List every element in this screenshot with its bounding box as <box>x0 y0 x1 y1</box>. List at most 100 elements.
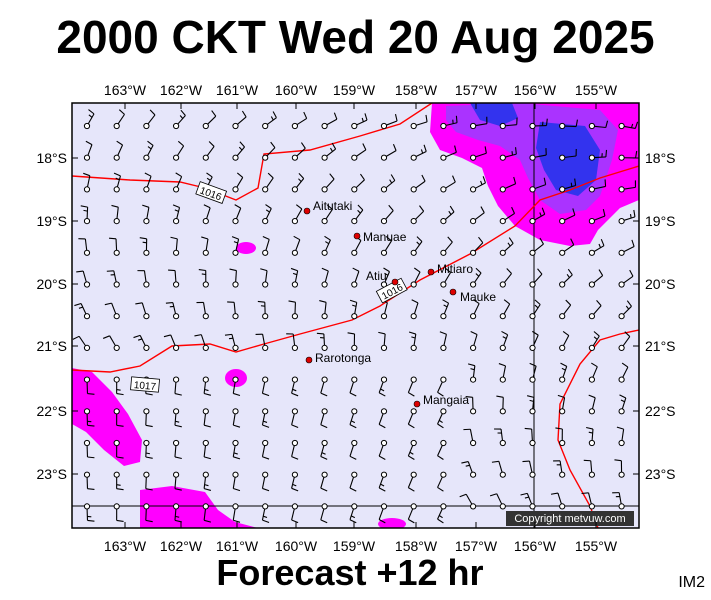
wind-barb <box>440 115 458 130</box>
wind-barb <box>459 493 477 510</box>
lon-label-top: 162°W <box>160 82 203 98</box>
wind-barb <box>170 236 180 256</box>
wind-barb <box>261 376 270 397</box>
wind-barb <box>410 267 421 288</box>
wind-barb <box>224 333 239 351</box>
wind-barb <box>349 503 358 524</box>
wind-barb <box>102 335 120 351</box>
wind-barb <box>320 408 328 429</box>
wind-barb <box>83 439 95 459</box>
wind-barb <box>261 471 270 492</box>
wind-barb <box>410 236 423 256</box>
wind-barb <box>113 376 124 396</box>
wind-barb <box>104 302 120 320</box>
wind-barb <box>618 239 635 256</box>
wind-barb <box>232 204 242 225</box>
wind-barb <box>351 204 364 225</box>
lon-label-top: 157°W <box>455 82 498 98</box>
wind-barb <box>113 471 124 491</box>
wind-barb <box>113 503 124 522</box>
lon-label-top: 160°W <box>275 82 318 98</box>
lat-label-right: 22°S <box>645 403 676 419</box>
wind-barb <box>143 140 154 161</box>
wind-barb <box>173 140 185 161</box>
wind-barb <box>351 143 367 161</box>
wind-barb <box>588 394 596 415</box>
wind-barb <box>588 299 602 320</box>
wind-barb <box>489 493 506 510</box>
rain-area-northeast-heavy-2 <box>536 122 600 196</box>
lon-label-bottom: 161°W <box>216 538 259 554</box>
wind-barb <box>165 302 180 320</box>
wind-barb <box>320 503 328 524</box>
wind-barb <box>410 114 428 130</box>
wind-barb <box>586 426 596 447</box>
wind-barb <box>499 299 511 320</box>
wind-barb <box>461 461 477 478</box>
wind-barb <box>142 204 150 225</box>
lon-label-bottom: 155°W <box>575 538 618 554</box>
wind-barb <box>83 172 91 193</box>
wind-barb <box>262 172 274 193</box>
wind-barb <box>262 141 276 161</box>
wind-barb <box>491 460 506 478</box>
wind-barb <box>380 114 398 130</box>
wind-barb <box>470 116 488 130</box>
wind-barb <box>261 439 270 460</box>
wind-barb <box>440 299 450 320</box>
wind-barb <box>291 376 299 397</box>
wind-barb <box>232 376 241 397</box>
wind-barb <box>202 204 211 225</box>
lon-label-top: 155°W <box>575 82 618 98</box>
wind-barb <box>529 362 537 383</box>
place-marker-mauke <box>449 288 457 296</box>
wind-barb <box>316 332 328 351</box>
copyright-label: Copyright metvuw.com <box>514 513 625 525</box>
wind-barb <box>139 237 150 256</box>
wind-barb <box>257 300 269 320</box>
place-marker-mitiaro <box>427 268 435 276</box>
wind-barb <box>262 204 272 225</box>
place-marker-aitutaki <box>303 207 311 215</box>
wind-barb <box>291 471 299 492</box>
wind-barb <box>113 140 124 161</box>
wind-barb <box>109 237 120 256</box>
lat-label-left: 18°S <box>36 150 67 166</box>
wind-barb <box>440 145 457 161</box>
wind-barb <box>470 299 480 320</box>
place-label-manuae: Manuae <box>363 230 407 244</box>
wind-barb <box>143 109 156 130</box>
wind-barb <box>320 376 328 397</box>
wind-barb <box>80 205 91 225</box>
rain-spot-west <box>236 242 256 254</box>
wind-barb <box>408 331 417 351</box>
wind-barb <box>378 331 388 351</box>
wind-barb <box>173 471 182 491</box>
wind-barb <box>72 335 91 351</box>
place-label-rarotonga: Rarotonga <box>315 351 371 365</box>
wind-barb <box>202 503 212 523</box>
lat-label-left: 20°S <box>36 276 67 292</box>
wind-barb <box>555 427 566 447</box>
wind-barb <box>550 492 566 510</box>
wind-barb <box>320 471 328 492</box>
place-label-aitutaki: Aitutaki <box>313 199 352 213</box>
wind-barb <box>173 503 182 523</box>
wind-barb <box>559 119 578 130</box>
wind-barb <box>232 408 241 428</box>
lon-label-top: 158°W <box>395 82 438 98</box>
wind-barb <box>143 172 152 193</box>
rain-area-southwest <box>72 368 142 466</box>
wind-barb <box>499 147 517 161</box>
wind-barb <box>320 439 328 460</box>
wind-barb <box>232 172 244 193</box>
wind-barb <box>262 235 270 256</box>
wind-barb <box>291 408 299 429</box>
wind-barb <box>173 439 182 460</box>
wind-barb <box>588 331 600 351</box>
wind-barb <box>202 376 212 396</box>
wind-barb <box>410 205 425 225</box>
wind-barbs <box>72 109 639 524</box>
place-label-mangaia: Mangaia <box>423 393 469 407</box>
wind-barb <box>529 237 544 256</box>
